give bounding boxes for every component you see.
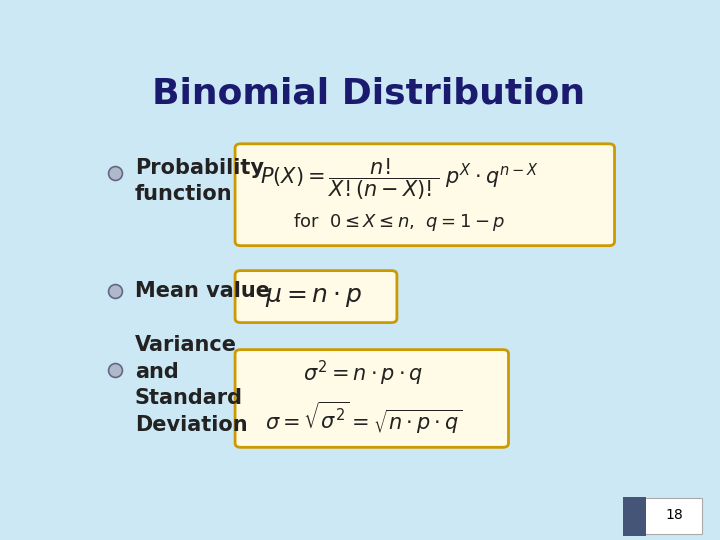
Text: $\mu = n \cdot p$: $\mu = n \cdot p$ <box>265 285 361 309</box>
FancyBboxPatch shape <box>623 497 646 536</box>
Text: Mean value: Mean value <box>135 281 269 301</box>
FancyBboxPatch shape <box>235 271 397 322</box>
Text: $\sigma^2 = n \cdot p \cdot q$: $\sigma^2 = n \cdot p \cdot q$ <box>303 359 423 388</box>
Text: Variance
and
Standard
Deviation: Variance and Standard Deviation <box>135 335 247 435</box>
Text: $P(X) = \dfrac{n!}{X!(n-X)!} \; p^X \cdot q^{n-X}$: $P(X) = \dfrac{n!}{X!(n-X)!} \; p^X \cdo… <box>260 157 539 202</box>
Text: for  $0 \leq X \leq n$,  $q = 1 - p$: for $0 \leq X \leq n$, $q = 1 - p$ <box>294 211 506 233</box>
Text: Probability
function: Probability function <box>135 158 264 205</box>
FancyBboxPatch shape <box>638 498 702 534</box>
FancyBboxPatch shape <box>235 349 508 447</box>
Text: $\sigma = \sqrt{\sigma^2} = \sqrt{n \cdot p \cdot q}$: $\sigma = \sqrt{\sigma^2} = \sqrt{n \cdo… <box>265 399 462 436</box>
Text: 18: 18 <box>665 509 683 522</box>
Text: Binomial Distribution: Binomial Distribution <box>153 77 585 111</box>
FancyBboxPatch shape <box>235 144 615 246</box>
